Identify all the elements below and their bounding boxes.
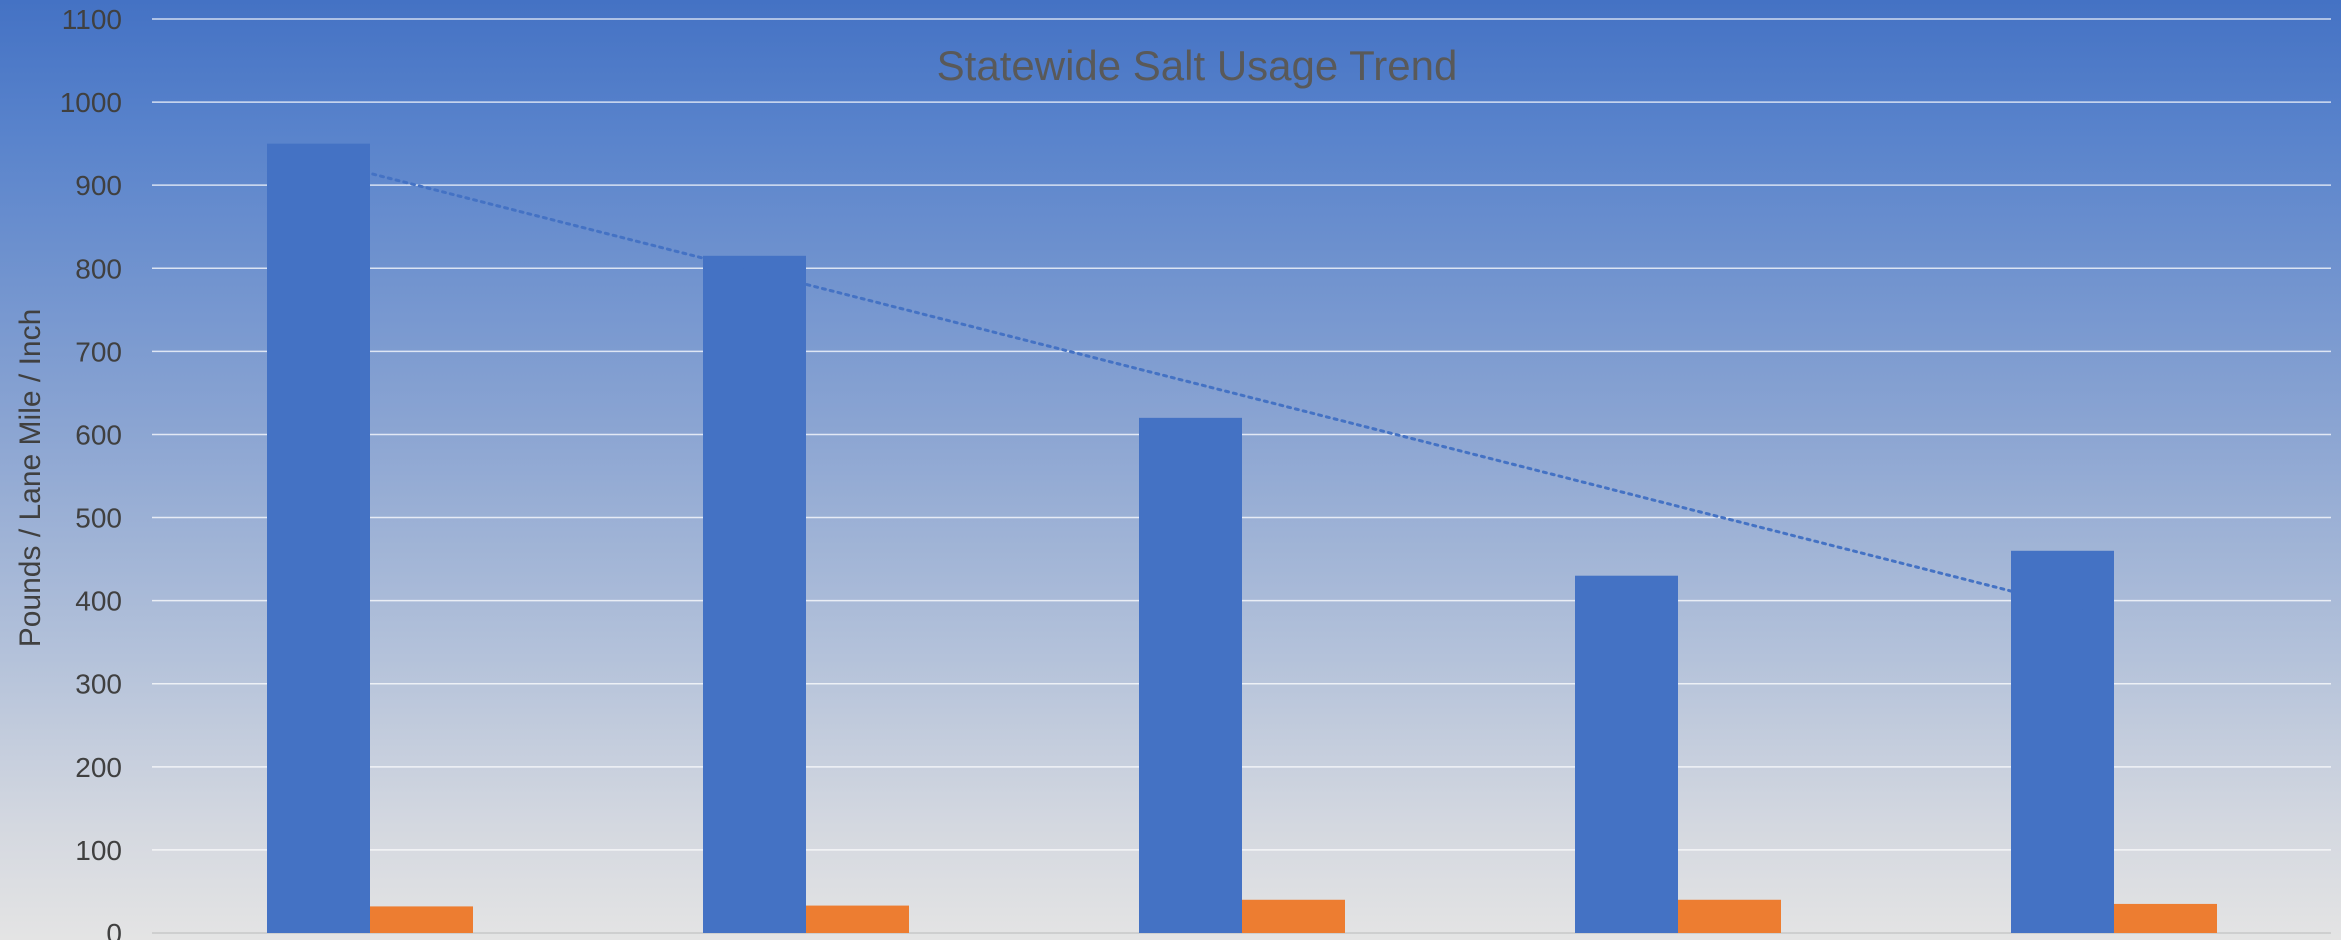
- y-tick-label: 800: [75, 253, 122, 284]
- bar-series-2: [2114, 903, 2217, 933]
- trendline-group: [317, 158, 2116, 619]
- y-tick-label: 300: [75, 669, 122, 700]
- y-tick-label: 900: [75, 170, 122, 201]
- y-tick-label: 500: [75, 503, 122, 534]
- bar-series-1: [1139, 417, 1242, 933]
- y-tick-label: 1000: [60, 87, 122, 118]
- bar-series-2: [1242, 899, 1345, 933]
- y-tick-label: 100: [75, 835, 122, 866]
- y-axis-ticks: 0 100 200 300 400 500 600 700 800 900 1000 1100: [60, 4, 122, 940]
- trendline: [317, 158, 2116, 619]
- bar-series-1: [2011, 550, 2114, 933]
- bar-series-1: [267, 143, 370, 934]
- y-tick-label: 0: [106, 918, 122, 940]
- y-tick-label: 600: [75, 419, 122, 450]
- chart-title: Statewide Salt Usage Trend: [937, 42, 1458, 89]
- bar-series-1: [1575, 575, 1678, 933]
- y-tick-label: 700: [75, 336, 122, 367]
- y-tick-label: 200: [75, 752, 122, 783]
- y-tick-label: 400: [75, 586, 122, 617]
- y-tick-label: 1100: [62, 4, 122, 35]
- bar-series-2: [806, 905, 909, 933]
- bar-series-2: [370, 906, 473, 933]
- bar-series-1: [703, 255, 806, 934]
- y-axis-title: Pounds / Lane Mile / Inch: [14, 309, 47, 648]
- bars: [267, 143, 2217, 934]
- bar-series-2: [1678, 899, 1781, 933]
